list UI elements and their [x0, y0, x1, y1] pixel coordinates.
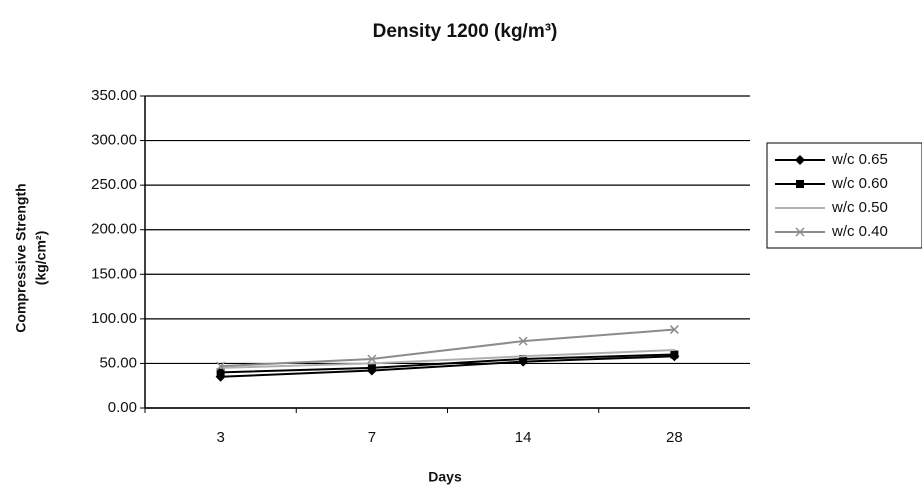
legend-label: w/c 0.40 — [831, 223, 888, 240]
y-tick-label: 0.00 — [108, 399, 137, 416]
y-axis-label: (kg/cm²) — [33, 231, 49, 285]
legend-label: w/c 0.60 — [831, 175, 888, 192]
y-tick-label: 350.00 — [91, 87, 137, 104]
y-tick-label: 150.00 — [91, 265, 137, 282]
series-line — [220, 355, 675, 378]
y-tick-label: 50.00 — [99, 354, 137, 371]
marker — [669, 325, 679, 335]
x-axis-label: Days — [428, 469, 462, 485]
series-line — [220, 349, 675, 369]
marker — [518, 336, 528, 346]
marker — [670, 350, 679, 359]
chart-title: Density 1200 (kg/m³) — [373, 21, 558, 42]
marker — [367, 354, 377, 364]
marker — [216, 368, 225, 377]
marker — [367, 363, 376, 372]
x-tick-label: 3 — [216, 429, 224, 446]
marker — [795, 227, 805, 237]
x-tick-label: 14 — [515, 429, 532, 446]
y-tick-label: 300.00 — [91, 132, 137, 149]
marker — [673, 349, 676, 352]
marker — [522, 355, 525, 358]
y-axis-label: Compressive Strength — [13, 183, 29, 332]
marker — [796, 180, 804, 188]
y-tick-label: 100.00 — [91, 310, 137, 327]
marker — [370, 362, 373, 365]
y-tick-label: 200.00 — [91, 221, 137, 238]
legend-label: w/c 0.65 — [831, 151, 888, 168]
series-line — [220, 353, 675, 374]
y-tick-label: 250.00 — [91, 176, 137, 193]
x-tick-label: 28 — [666, 429, 683, 446]
marker — [519, 354, 528, 363]
marker — [216, 361, 226, 371]
marker — [799, 207, 801, 209]
legend-label: w/c 0.50 — [831, 199, 888, 216]
marker — [795, 155, 805, 165]
series-line — [220, 328, 675, 368]
x-tick-label: 7 — [368, 429, 376, 446]
